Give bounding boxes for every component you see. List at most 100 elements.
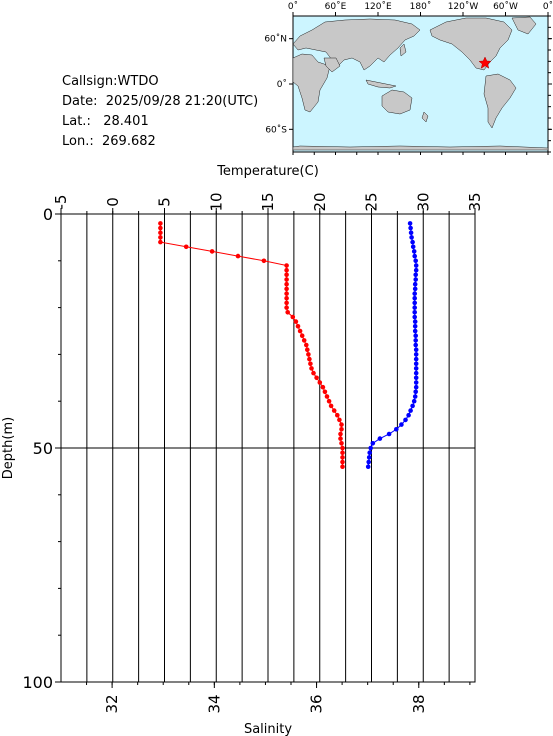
temperature-data-point: [304, 342, 309, 348]
temperature-data-point: [340, 459, 345, 465]
callsign-value: WTDO: [117, 74, 159, 89]
australia: [381, 89, 413, 115]
land-masses: [292, 16, 549, 151]
temperature-data-point: [158, 235, 163, 240]
temperature-data-point: [301, 338, 307, 343]
temperature-data-point: [284, 305, 289, 310]
salinity-data-point: [367, 450, 373, 456]
temperature-tick-label: -5: [52, 195, 70, 210]
salinity-data-point: [412, 300, 418, 306]
chart-marks: [158, 221, 419, 470]
depth-tick-label: 50: [33, 439, 53, 458]
salinity-data-point: [412, 324, 418, 329]
salinity-data-point: [413, 384, 419, 390]
depth-axis-title: Depth(m): [1, 417, 16, 479]
temperature-tick-label: 25: [363, 192, 381, 211]
salinity-data-point: [368, 445, 374, 451]
temperature-data-point: [340, 445, 345, 451]
temperature-profile-line: [159, 223, 343, 467]
temperature-data-point: [158, 239, 163, 245]
map-latitude-labels: 60˚N 0˚ 60˚S: [264, 34, 287, 136]
temperature-data-point: [209, 249, 215, 254]
temperature-data-point: [335, 412, 340, 418]
salinity-data-point: [408, 408, 413, 413]
temperature-data-point: [311, 370, 316, 376]
salinity-data-point: [413, 272, 419, 278]
temperature-data-point: [235, 253, 241, 259]
arabia: [323, 57, 341, 73]
map-ticks: [289, 12, 552, 155]
salinity-data-point: [413, 267, 419, 273]
salinity-data-point: [413, 366, 419, 371]
salinity-data-point: [411, 398, 417, 404]
salinity-data-point: [412, 286, 418, 292]
temperature-data-point: [326, 398, 332, 404]
indonesia: [365, 79, 397, 89]
temperature-data-point: [309, 366, 314, 371]
salinity-data-point: [412, 295, 418, 301]
lat-value: 28.401: [103, 114, 149, 129]
temperature-tick-label: 35: [466, 192, 484, 211]
temperature-data-point: [328, 403, 334, 409]
depth-tick-label: 100: [22, 673, 53, 692]
temperature-axis-title: Temperature(C): [216, 164, 319, 179]
temperature-tick-label: 30: [414, 192, 432, 211]
salinity-tick-label: 36: [308, 694, 326, 713]
salinity-axis-title: Salinity: [244, 722, 292, 736]
temperature-data-point: [295, 324, 301, 329]
salinity-data-point: [413, 389, 419, 395]
temperature-data-point: [307, 356, 312, 362]
map-longitude-labels: 0˚ 60˚E 120˚E 180˚ 120˚W 60˚W 0˚: [288, 1, 553, 12]
temperature-data-point: [306, 352, 311, 357]
temperature-tick-label: 20: [311, 192, 329, 211]
salinity-data-point: [410, 244, 416, 250]
africa: [292, 53, 331, 113]
salinity-data-point: [413, 333, 419, 339]
salinity-data-point: [412, 328, 418, 334]
salinity-tick-label: 38: [410, 694, 428, 713]
map-longitude-label: 120˚W: [448, 1, 479, 12]
salinity-data-point: [399, 422, 404, 427]
temperature-data-point: [314, 375, 319, 381]
salinity-data-point: [412, 394, 418, 399]
salinity-data-point: [412, 310, 418, 315]
temperature-data-point: [322, 389, 328, 395]
salinity-data-point: [413, 347, 419, 353]
map-latitude-label: 60˚S: [265, 124, 287, 135]
map-latitude-label: 0˚: [277, 79, 287, 90]
salinity-data-point: [408, 225, 413, 231]
callsign-label: Callsign:: [62, 74, 118, 89]
salinity-data-point: [413, 375, 419, 381]
lon-value: 269.682: [102, 134, 156, 149]
date-row: Date: 2025/09/28 21:20(UTC): [62, 92, 258, 112]
greenland: [511, 16, 537, 35]
salinity-data-point: [386, 431, 392, 437]
station-info: Callsign:WTDO Date: 2025/09/28 21:20(UTC…: [62, 72, 258, 152]
salinity-data-point: [412, 253, 418, 259]
salinity-data-point: [413, 338, 419, 343]
map-longitude-label: 0˚: [288, 1, 298, 12]
salinity-data-point: [377, 436, 383, 441]
temperature-data-point: [297, 328, 303, 334]
salinity-data-point: [412, 291, 418, 296]
salinity-data-point: [413, 263, 419, 268]
salinity-data-point: [394, 427, 399, 432]
japan: [399, 43, 407, 57]
temperature-data-point: [284, 263, 289, 268]
date-value: 2025/09/28 21:20(UTC): [105, 94, 259, 109]
salinity-data-point: [406, 412, 411, 418]
temperature-data-point: [284, 277, 289, 282]
salinity-data-point: [403, 417, 408, 423]
temperature-data-point: [284, 267, 289, 273]
salinity-tick-label: 34: [205, 694, 223, 713]
temperature-data-point: [285, 310, 291, 315]
temperature-data-point: [338, 436, 343, 441]
salinity-data-point: [365, 464, 371, 470]
map-longitude-label: 120˚E: [364, 1, 392, 12]
salinity-data-point: [366, 459, 372, 465]
station-marker: [478, 56, 492, 69]
temperature-data-point: [338, 431, 343, 437]
